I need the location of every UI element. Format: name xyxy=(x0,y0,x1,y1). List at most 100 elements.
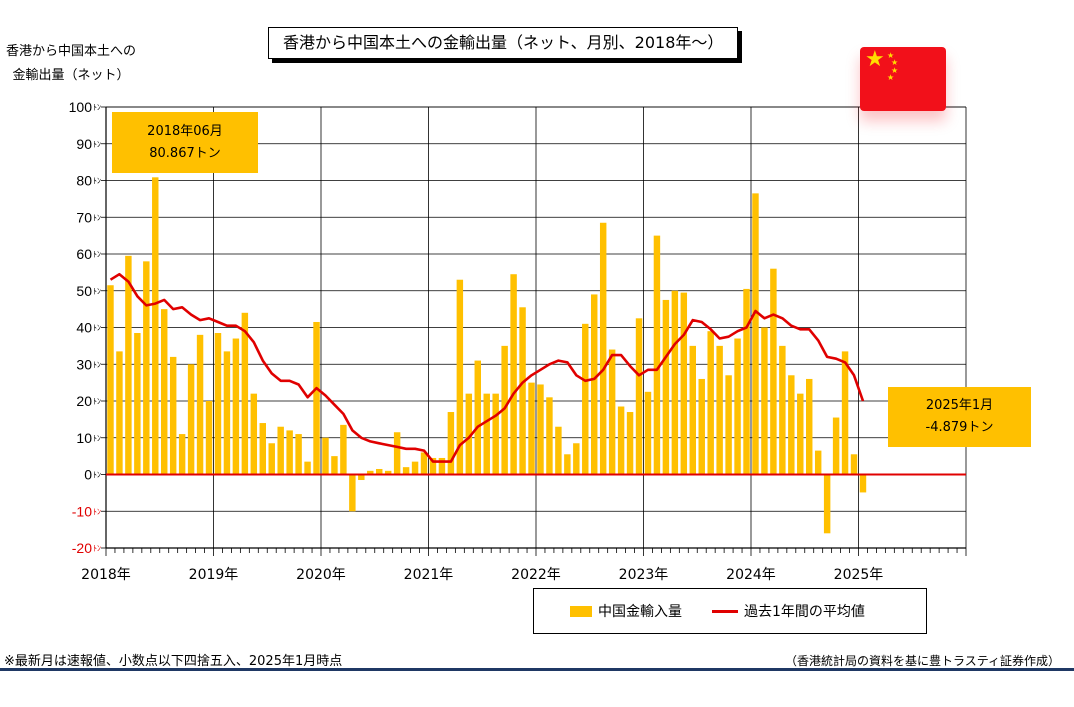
x-tick-label: 2023年 xyxy=(619,567,669,583)
bar xyxy=(116,351,123,475)
chart-title: 香港から中国本土への金輸出量（ネット、月別、2018年～） xyxy=(268,27,739,59)
y-tick-unit: ﾄﾝ xyxy=(93,103,101,112)
bar xyxy=(779,345,786,475)
bar xyxy=(528,382,535,475)
x-tick-label: 2024年 xyxy=(726,567,776,583)
y-tick-label: 60 xyxy=(76,246,92,262)
bar xyxy=(134,333,141,475)
bar xyxy=(492,393,499,475)
bar xyxy=(582,323,589,475)
x-tick-label: 2022年 xyxy=(511,567,561,583)
y-tick-label: 10 xyxy=(76,430,92,446)
bar xyxy=(519,307,526,475)
x-tick-labels: 2018年 2019年 2020年 2021年 2022年 2023年 2024年 2025年 xyxy=(81,567,883,583)
bar xyxy=(546,397,553,475)
bar xyxy=(770,268,777,475)
bar xyxy=(680,292,688,475)
y-tick-unit: ﾄﾝ xyxy=(93,434,101,443)
bar-series xyxy=(107,177,867,534)
bar xyxy=(806,378,813,475)
y-tick-unit: ﾄﾝ xyxy=(93,140,101,149)
bar xyxy=(331,456,338,475)
bar xyxy=(797,393,804,475)
bar xyxy=(474,360,481,475)
bar xyxy=(393,432,401,475)
bar xyxy=(716,345,723,475)
y-tick-unit: ﾄﾝ xyxy=(93,287,101,296)
y-axis-label-line-2: 金輸出量（ネット） xyxy=(12,68,130,83)
average-line-series xyxy=(109,272,865,463)
bar xyxy=(707,331,714,475)
y-tick-label: 80 xyxy=(76,173,92,189)
x-tick-label: 2019年 xyxy=(189,567,239,583)
peak-callout-date: 2018年06月 xyxy=(147,123,223,139)
bar xyxy=(698,378,705,475)
peak-callout-value: 80.867トン xyxy=(149,145,221,161)
bar xyxy=(662,299,670,475)
bar xyxy=(644,391,652,475)
bar xyxy=(447,412,455,475)
bar xyxy=(295,434,302,475)
y-tick-unit: ﾄﾝ xyxy=(93,544,101,553)
china-flag-icon: ★ ★ ★ ★ ★ xyxy=(860,47,946,111)
bar xyxy=(340,424,347,475)
bar xyxy=(286,430,293,475)
bar xyxy=(635,318,643,475)
y-tick-unit: ﾄﾝ xyxy=(93,177,101,186)
bar xyxy=(349,474,356,512)
bar xyxy=(537,384,544,475)
bar xyxy=(125,255,132,475)
bar xyxy=(734,338,741,475)
x-tick-label: 2020年 xyxy=(296,567,346,583)
legend-bar-swatch xyxy=(570,605,592,617)
x-tick-label: 2021年 xyxy=(404,567,454,583)
y-tick-label: 0 xyxy=(84,467,92,483)
bar xyxy=(626,412,634,475)
source-note: （香港統計局の資料を基に豊トラスティ証券作成） xyxy=(784,654,1060,668)
bar xyxy=(205,401,213,475)
bar xyxy=(761,327,768,475)
y-axis-label-line-1: 香港から中国本土への xyxy=(6,44,137,59)
bar xyxy=(725,375,732,475)
y-tick-label: -10 xyxy=(72,503,92,519)
legend-line-label: 過去1年間の平均値 xyxy=(744,604,865,620)
bar xyxy=(752,193,759,475)
bar xyxy=(617,406,625,475)
bar xyxy=(573,443,580,475)
legend-line-swatch xyxy=(712,609,738,613)
y-tick-label: 30 xyxy=(76,356,92,372)
axes xyxy=(101,106,967,556)
bar xyxy=(591,294,598,475)
y-tick-unit: ﾄﾝ xyxy=(93,507,101,516)
bar xyxy=(689,345,696,475)
bar xyxy=(841,351,849,475)
x-tick-label: 2018年 xyxy=(81,567,131,583)
bar xyxy=(152,177,159,475)
y-tick-label: 100 xyxy=(69,99,93,115)
bar xyxy=(429,457,437,475)
y-tick-unit: ﾄﾝ xyxy=(93,250,101,259)
bar xyxy=(376,468,383,475)
bar xyxy=(465,393,473,475)
bar xyxy=(788,375,795,475)
peak-callout: 2018年06月 80.867トン xyxy=(112,112,258,173)
legend: 中国金輸入量 過去1年間の平均値 xyxy=(533,588,927,634)
y-axis-label: 香港から中国本土への 金輸出量（ネット） xyxy=(6,40,136,88)
bar xyxy=(322,437,329,475)
y-tick-unit: ﾄﾝ xyxy=(93,397,101,406)
bar xyxy=(178,434,186,475)
bar xyxy=(420,452,428,475)
bar xyxy=(277,426,284,475)
bar xyxy=(250,393,258,475)
bar xyxy=(823,474,831,534)
bar xyxy=(214,333,222,475)
y-tick-unit: ﾄﾝ xyxy=(93,360,101,369)
bar xyxy=(483,393,490,475)
average-line xyxy=(109,272,865,463)
footnote: ※最新月は速報値、小数点以下四捨五入、2025年1月時点 xyxy=(4,654,343,669)
bar xyxy=(510,274,517,475)
bar xyxy=(161,309,168,475)
bar xyxy=(859,474,867,493)
